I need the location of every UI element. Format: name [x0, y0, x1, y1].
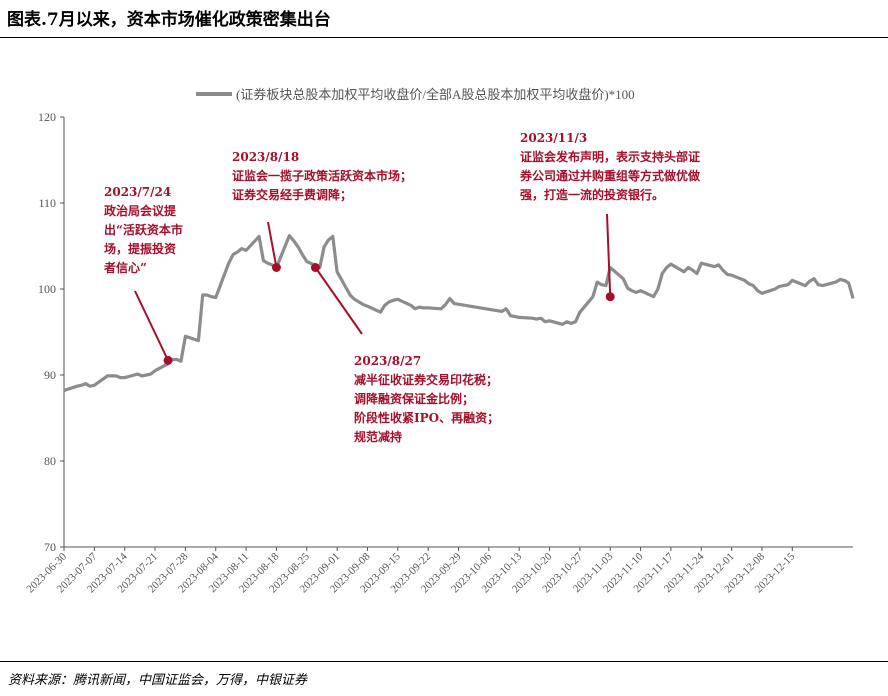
- annotation-text: 场，提振投资: [104, 241, 176, 256]
- annotation-marker: [605, 292, 615, 302]
- annotation-leader: [606, 213, 612, 297]
- y-tick-label: 70: [44, 540, 56, 554]
- y-tick-label: 100: [38, 282, 56, 296]
- annotation-leader: [134, 290, 169, 361]
- annotation-text: 证券交易经手费调降；: [232, 187, 352, 202]
- annotation-marker: [310, 263, 320, 272]
- annotation-text: 强，打造一流的投资银行。: [520, 187, 664, 202]
- annotation-date: 2023/11/3: [520, 131, 587, 145]
- annotation-text: 出“活跃资本市: [104, 222, 183, 237]
- annotation-date: 2023/8/27: [354, 354, 421, 368]
- title-rule: [0, 37, 888, 38]
- annotation-text: 证监会发布声明，表示支持头部证: [520, 149, 700, 164]
- source-rule: [0, 661, 888, 662]
- y-tick-label: 80: [44, 454, 56, 468]
- annotation-text: 证监会一揽子政策活跃资本市场；: [232, 168, 412, 183]
- annotation-leader: [267, 221, 278, 268]
- annotation-text: 券公司通过并购重组等方式做优做: [519, 168, 701, 183]
- annotation-date: 2023/8/18: [232, 150, 299, 164]
- annotation-text: 者信心”: [103, 260, 147, 275]
- annotation-text: 调降融资保证金比例；: [354, 391, 474, 406]
- y-tick-label: 90: [44, 368, 56, 382]
- y-tick-label: 120: [38, 110, 56, 124]
- annotation-marker: [271, 263, 281, 272]
- series-line: [63, 234, 855, 393]
- annotation-text: 规范减持: [354, 429, 402, 444]
- annotation-text: 阶段性收紧IPO、再融资；: [354, 410, 499, 425]
- source-note: 资料来源：腾讯新闻，中国证监会，万得，中银证券: [8, 673, 308, 688]
- annotation-leader: [314, 266, 363, 335]
- annotation-text: 政治局会议提: [104, 203, 177, 218]
- annotation-date: 2023/7/24: [104, 185, 171, 199]
- y-tick-label: 110: [38, 196, 56, 210]
- legend-label: (证券板块总股本加权平均收盘价/全部A股总股本加权平均收盘价)*100: [236, 87, 635, 102]
- chart-title: 图表.7月以来，资本市场催化政策密集出台: [7, 10, 331, 30]
- annotation-marker: [163, 355, 173, 365]
- annotation-text: 减半征收证券交易印花税；: [354, 372, 498, 387]
